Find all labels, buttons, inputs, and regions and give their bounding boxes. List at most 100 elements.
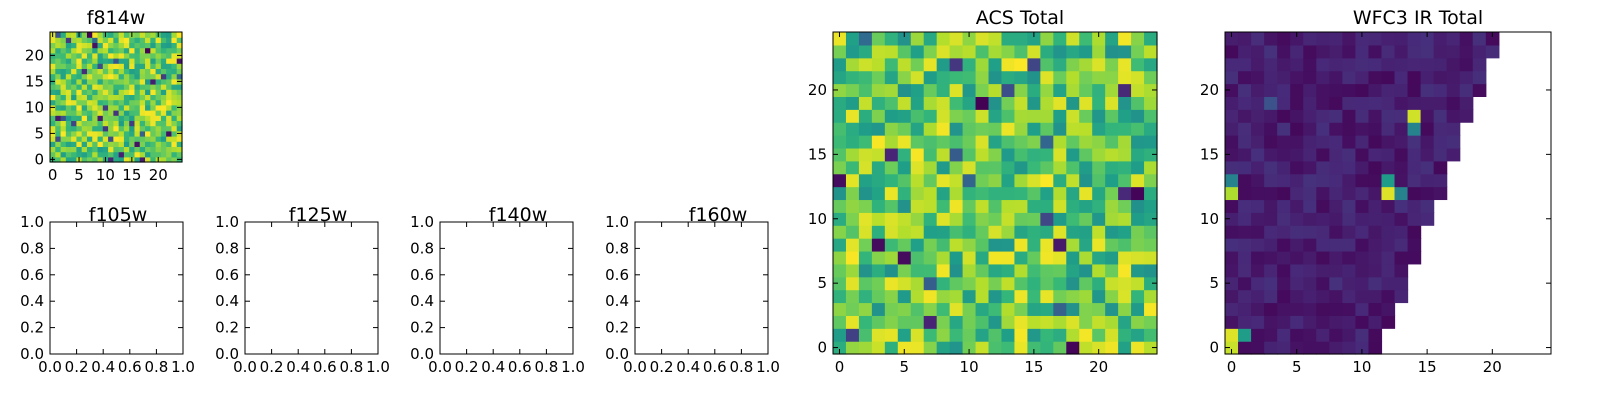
panel-title: f814w (87, 7, 146, 29)
heatmap-cell (1118, 250, 1132, 265)
heatmap-cell (1290, 147, 1304, 162)
heatmap-cell (55, 130, 62, 137)
heatmap-cell (1131, 263, 1145, 278)
heatmap-cell (65, 78, 72, 85)
heatmap-cell (936, 263, 951, 278)
heatmap-cell (76, 89, 83, 95)
heatmap-cell (139, 32, 146, 38)
heatmap-cell (871, 212, 886, 226)
heatmap-cell (1238, 32, 1252, 46)
heatmap-cell (1303, 83, 1317, 97)
heatmap-cell (1433, 96, 1448, 110)
heatmap-cell (134, 58, 141, 64)
heatmap-cell (60, 120, 67, 127)
heatmap-cell (858, 135, 873, 149)
heatmap-cell (1027, 70, 1041, 85)
heatmap-cell (1118, 276, 1132, 291)
heatmap-cell (833, 122, 847, 136)
heatmap-cell (145, 141, 151, 147)
heatmap-cell (171, 120, 178, 127)
x-tick-label: 5 (900, 358, 910, 376)
heatmap-cell (1118, 160, 1132, 175)
heatmap-cell (139, 94, 146, 101)
heatmap-cell (160, 125, 167, 132)
heatmap-cell (171, 73, 178, 80)
heatmap-cell (1290, 44, 1304, 59)
heatmap-cell (150, 42, 157, 49)
heatmap-cell (975, 109, 990, 123)
heatmap-cell (123, 151, 130, 158)
heatmap-cell (1238, 70, 1252, 85)
heatmap-cell (1040, 135, 1054, 149)
heatmap-cell (1316, 83, 1330, 97)
heatmap-cell (1329, 225, 1343, 239)
heatmap-cell (1303, 186, 1317, 201)
heatmap-cell (858, 122, 873, 136)
heatmap-cell (123, 32, 130, 38)
heatmap-cell (1225, 315, 1239, 329)
heatmap-cell (1079, 238, 1093, 252)
heatmap-cell (50, 120, 56, 127)
heatmap-cell (155, 146, 162, 153)
heatmap-cell (910, 289, 925, 304)
heatmap-cell (1420, 160, 1435, 175)
heatmap-cell (858, 83, 873, 97)
heatmap-cell (1381, 122, 1396, 136)
heatmap-cell (1342, 83, 1356, 97)
heatmap-cell (118, 84, 125, 90)
heatmap-cell (1420, 199, 1435, 213)
heatmap-cell (858, 147, 873, 162)
heatmap-cell (50, 73, 56, 80)
heatmap-cell (975, 147, 990, 162)
heatmap-cell (1355, 212, 1370, 226)
heatmap-cell (160, 130, 167, 137)
heatmap-cell (108, 52, 114, 59)
y-tick-label: 1.0 (605, 213, 629, 231)
heatmap-cell (55, 125, 62, 132)
heatmap-cell (949, 199, 964, 213)
heatmap-cell (1066, 276, 1080, 291)
heatmap-cell (910, 135, 925, 149)
heatmap-cell (884, 276, 899, 291)
heatmap-cell (1014, 57, 1028, 72)
heatmap-cell (1001, 122, 1016, 136)
heatmap-cell (176, 47, 183, 54)
heatmap-cell (108, 136, 114, 142)
heatmap-cell (139, 151, 146, 158)
heatmap-cell (76, 130, 83, 137)
heatmap-cell (1225, 83, 1239, 97)
heatmap-cell (1118, 225, 1132, 239)
heatmap-cell (1316, 276, 1330, 291)
heatmap-cell (50, 37, 56, 43)
heatmap-cell (1329, 147, 1343, 162)
heatmap-cell (102, 120, 109, 127)
heatmap-cell (884, 147, 899, 162)
heatmap-cell (97, 78, 104, 85)
heatmap-cell (1290, 109, 1304, 123)
heatmap-cell (71, 99, 77, 106)
heatmap-cell (123, 63, 130, 69)
heatmap-cell (160, 156, 167, 163)
x-tick-label: 20 (1483, 358, 1502, 376)
heatmap-cell (139, 78, 146, 85)
heatmap-cell (1066, 302, 1080, 316)
heatmap-cell (1105, 328, 1119, 342)
y-tick-label: 0.6 (605, 266, 629, 284)
heatmap-cell (97, 37, 104, 43)
heatmap-cell (1381, 225, 1396, 239)
heatmap-cell (1238, 173, 1252, 188)
heatmap-cell (949, 135, 964, 149)
heatmap-cell (1264, 57, 1278, 72)
axes-frame (1224, 31, 1552, 355)
heatmap-cell (910, 44, 925, 59)
heatmap-cell (1144, 186, 1158, 201)
heatmap-cell (1316, 250, 1330, 265)
heatmap-cell (858, 276, 873, 291)
heatmap-cell (1105, 147, 1119, 162)
heatmap-cell (1316, 212, 1330, 226)
heatmap-cell (1053, 57, 1067, 72)
heatmap-cell (102, 115, 109, 121)
heatmap-cell (97, 52, 104, 59)
heatmap-cell (1277, 225, 1291, 239)
